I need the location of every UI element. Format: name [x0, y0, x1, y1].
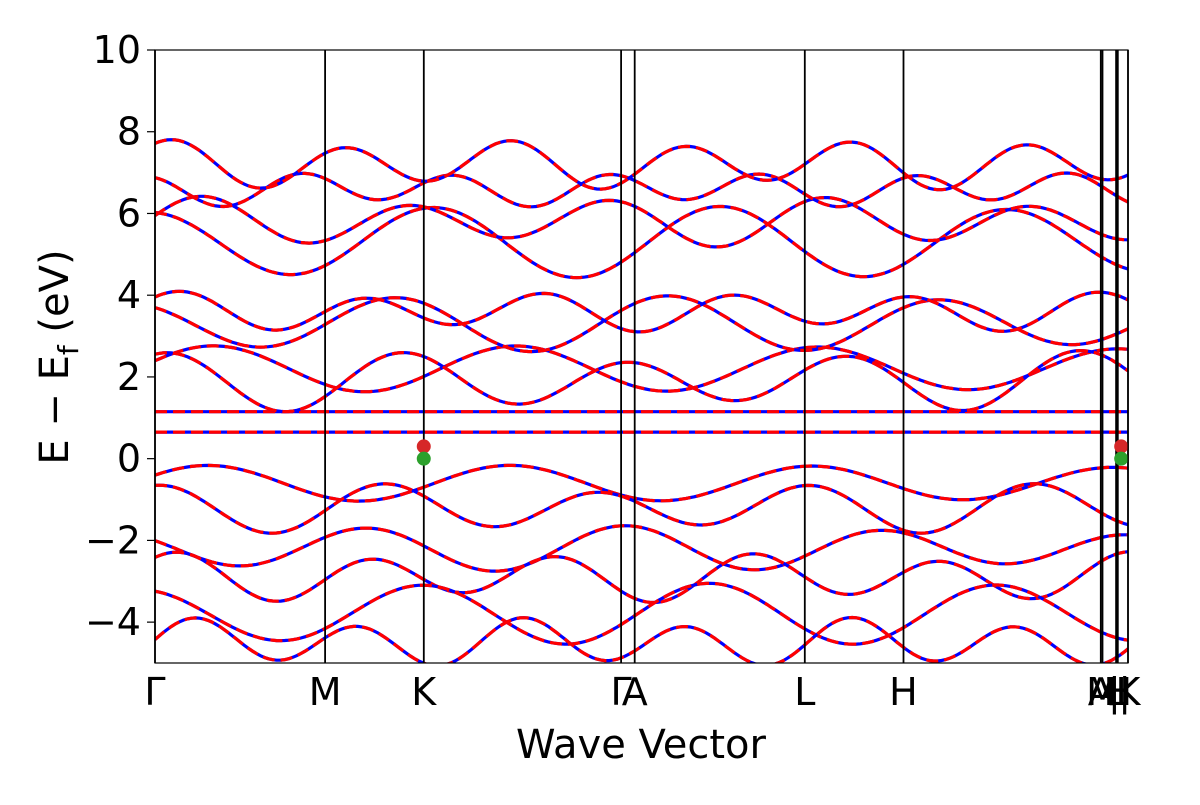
y-axis-label-sub: f — [52, 344, 85, 355]
band-15-dashed — [155, 615, 1128, 663]
y-tick-label: 2 — [117, 355, 141, 399]
x-tick-label: K — [411, 670, 437, 714]
x-tick-label: | — [1108, 670, 1121, 715]
band-11-dashed — [155, 482, 1128, 535]
y-ticks: −4 −2 0 2 4 6 8 10 — [85, 28, 155, 644]
x-tick-label: Γ — [144, 670, 165, 714]
vbm-marker-end — [1114, 451, 1129, 466]
band-9-dashed — [155, 138, 1128, 192]
extrema-markers — [416, 439, 1129, 466]
x-tick-label: M — [309, 670, 342, 714]
band-3-solid — [155, 348, 1128, 414]
x-tick-label: | — [1118, 670, 1131, 715]
x-tick-label: L — [1106, 670, 1127, 714]
bands-layer — [155, 138, 1128, 663]
band-10-dashed — [155, 463, 1128, 503]
y-axis-label-main: E − E — [32, 355, 78, 465]
cbm-marker — [416, 439, 431, 454]
x-axis-label: Wave Vector — [516, 722, 767, 768]
y-axis-label-unit: (eV) — [32, 249, 78, 345]
y-tick-label: 8 — [117, 110, 141, 154]
band-14-solid — [155, 581, 1128, 646]
x-tick-label: H — [1104, 670, 1133, 714]
band-8-dashed — [155, 171, 1128, 209]
band-15-solid — [155, 615, 1128, 663]
band-3-dashed — [155, 348, 1128, 414]
x-tick-label: H — [889, 670, 918, 714]
cbm-marker-end — [1114, 439, 1129, 454]
band-2-dashed — [155, 344, 1128, 394]
plot-frame — [154, 49, 1129, 664]
band-13-dashed — [155, 550, 1128, 605]
band-7-dashed — [155, 194, 1128, 249]
band-12-dashed — [155, 524, 1128, 573]
x-tick-label: K — [1116, 670, 1142, 714]
y-tick-label: 10 — [93, 28, 141, 72]
kpoint-lines — [154, 50, 1129, 663]
band-10-solid — [155, 463, 1128, 503]
band-14-dashed — [155, 581, 1128, 646]
y-axis-label: E − Ef (eV) — [32, 249, 85, 464]
x-tick-label: Γ — [611, 670, 632, 714]
y-tick-label: −2 — [85, 518, 141, 562]
x-tick-label: A — [1088, 670, 1114, 714]
x-tick-label: A — [622, 670, 648, 714]
band-8-solid — [155, 171, 1128, 209]
vbm-marker — [416, 451, 431, 466]
y-tick-label: 4 — [117, 273, 141, 317]
band-4-dashed — [155, 294, 1128, 354]
x-ticks: Γ M K ΓA L H AM|LH|K — [144, 670, 1141, 715]
y-tick-label: 6 — [117, 191, 141, 235]
y-tick-label: −4 — [85, 600, 141, 644]
x-tick-label: L — [794, 670, 815, 714]
band-5-dashed — [155, 289, 1128, 334]
band-6-dashed — [155, 204, 1128, 280]
band-13-solid — [155, 550, 1128, 605]
x-tick-label: M — [1086, 670, 1119, 714]
band-2-solid — [155, 344, 1128, 394]
y-tick-label: 0 — [117, 437, 141, 481]
